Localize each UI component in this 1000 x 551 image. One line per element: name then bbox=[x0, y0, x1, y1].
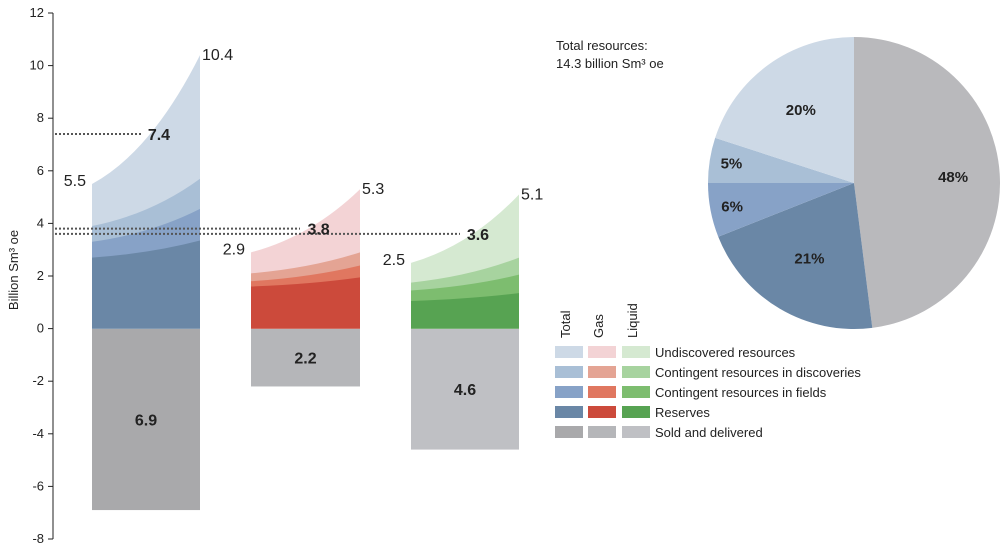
area-layer-total-reserves bbox=[92, 240, 200, 329]
legend: Total Gas Liquid Undiscovered resources Cont… bbox=[555, 303, 861, 440]
sold-value-label: 6.9 bbox=[135, 412, 157, 429]
pie-slice-label: 21% bbox=[794, 250, 824, 267]
sold-value-label: 2.2 bbox=[294, 351, 316, 368]
legend-column-header: Liquid bbox=[625, 303, 640, 338]
y-tick-label: -2 bbox=[32, 373, 44, 388]
sold-delivered-bar-gas bbox=[251, 328, 360, 387]
legend-swatch bbox=[588, 346, 616, 358]
legend-swatch bbox=[622, 366, 650, 378]
legend-swatch bbox=[555, 366, 583, 378]
pie-chart: 48% 21% 6% 5% 20% bbox=[708, 37, 1000, 330]
y-axis-label: Billion Sm³ oe bbox=[6, 230, 21, 310]
pie-slice bbox=[718, 183, 873, 330]
end-value-label: 5.1 bbox=[521, 186, 543, 203]
y-tick-label: 4 bbox=[37, 215, 44, 230]
legend-swatch bbox=[622, 406, 650, 418]
value-labels: 5.5 10.4 6.9 7.4 2.9 5.3 2.2 3.8 2.5 5.1 4.6 3.6 bbox=[64, 47, 544, 429]
legend-label: Reserves bbox=[655, 405, 710, 420]
legend-label: Contingent resources in discoveries bbox=[655, 365, 861, 380]
end-value-label: 5.3 bbox=[362, 181, 384, 198]
end-value-label: 10.4 bbox=[202, 47, 233, 64]
y-tick-label: -8 bbox=[32, 531, 44, 546]
legend-swatch bbox=[588, 406, 616, 418]
legend-swatch bbox=[622, 426, 650, 438]
area-layer-liquid-reserves bbox=[411, 293, 519, 329]
pie-title-line-2: 14.3 billion Sm³ oe bbox=[556, 56, 664, 71]
sold-value-label: 4.6 bbox=[454, 382, 476, 399]
legend-swatch bbox=[588, 386, 616, 398]
legend-column-header: Gas bbox=[591, 314, 606, 338]
start-value-label: 5.5 bbox=[64, 173, 86, 190]
legend-swatch bbox=[555, 346, 583, 358]
legend-swatch bbox=[622, 346, 650, 358]
area-layer-gas-reserves bbox=[251, 277, 360, 329]
y-tick-label: 8 bbox=[37, 110, 44, 125]
legend-label: Undiscovered resources bbox=[655, 345, 796, 360]
pie-slice-label: 48% bbox=[938, 169, 968, 186]
y-tick-label: 10 bbox=[30, 58, 44, 73]
legend-label: Sold and delivered bbox=[655, 425, 763, 440]
expected-value-lines bbox=[55, 132, 460, 235]
pie-slice-label: 20% bbox=[786, 102, 816, 119]
legend-column-header: Total bbox=[558, 310, 573, 338]
sold-delivered-bar-total bbox=[92, 328, 200, 511]
legend-swatch bbox=[588, 366, 616, 378]
legend-swatch bbox=[622, 386, 650, 398]
start-value-label: 2.9 bbox=[223, 241, 245, 258]
expected-value-label: 3.6 bbox=[467, 227, 489, 244]
y-axis: 12 10 8 6 4 2 0 -2 -4 -6 -8 bbox=[30, 5, 54, 546]
sold-delivered-bar-liquid bbox=[411, 328, 519, 450]
y-tick-label: -4 bbox=[32, 426, 44, 441]
legend-swatch bbox=[555, 406, 583, 418]
pie-slice bbox=[708, 183, 854, 237]
pie-slice-label: 6% bbox=[721, 198, 743, 215]
legend-label: Contingent resources in fields bbox=[655, 385, 827, 400]
expected-value-label: 7.4 bbox=[148, 127, 170, 144]
y-tick-label: -6 bbox=[32, 478, 44, 493]
pie-title-line-1: Total resources: bbox=[556, 38, 648, 53]
y-tick-label: 6 bbox=[37, 163, 44, 178]
pie-slice-label: 5% bbox=[721, 156, 743, 173]
area-groups bbox=[92, 55, 519, 511]
pie-slice bbox=[854, 37, 1000, 328]
y-tick-label: 12 bbox=[30, 5, 44, 20]
legend-swatch bbox=[588, 426, 616, 438]
legend-swatch bbox=[555, 386, 583, 398]
pie-slice bbox=[715, 37, 854, 183]
expected-value-label: 3.8 bbox=[307, 222, 329, 239]
y-tick-label: 2 bbox=[37, 268, 44, 283]
pie-slice bbox=[708, 137, 854, 183]
start-value-label: 2.5 bbox=[383, 252, 405, 269]
legend-swatch bbox=[555, 426, 583, 438]
y-tick-label: 0 bbox=[37, 321, 44, 336]
